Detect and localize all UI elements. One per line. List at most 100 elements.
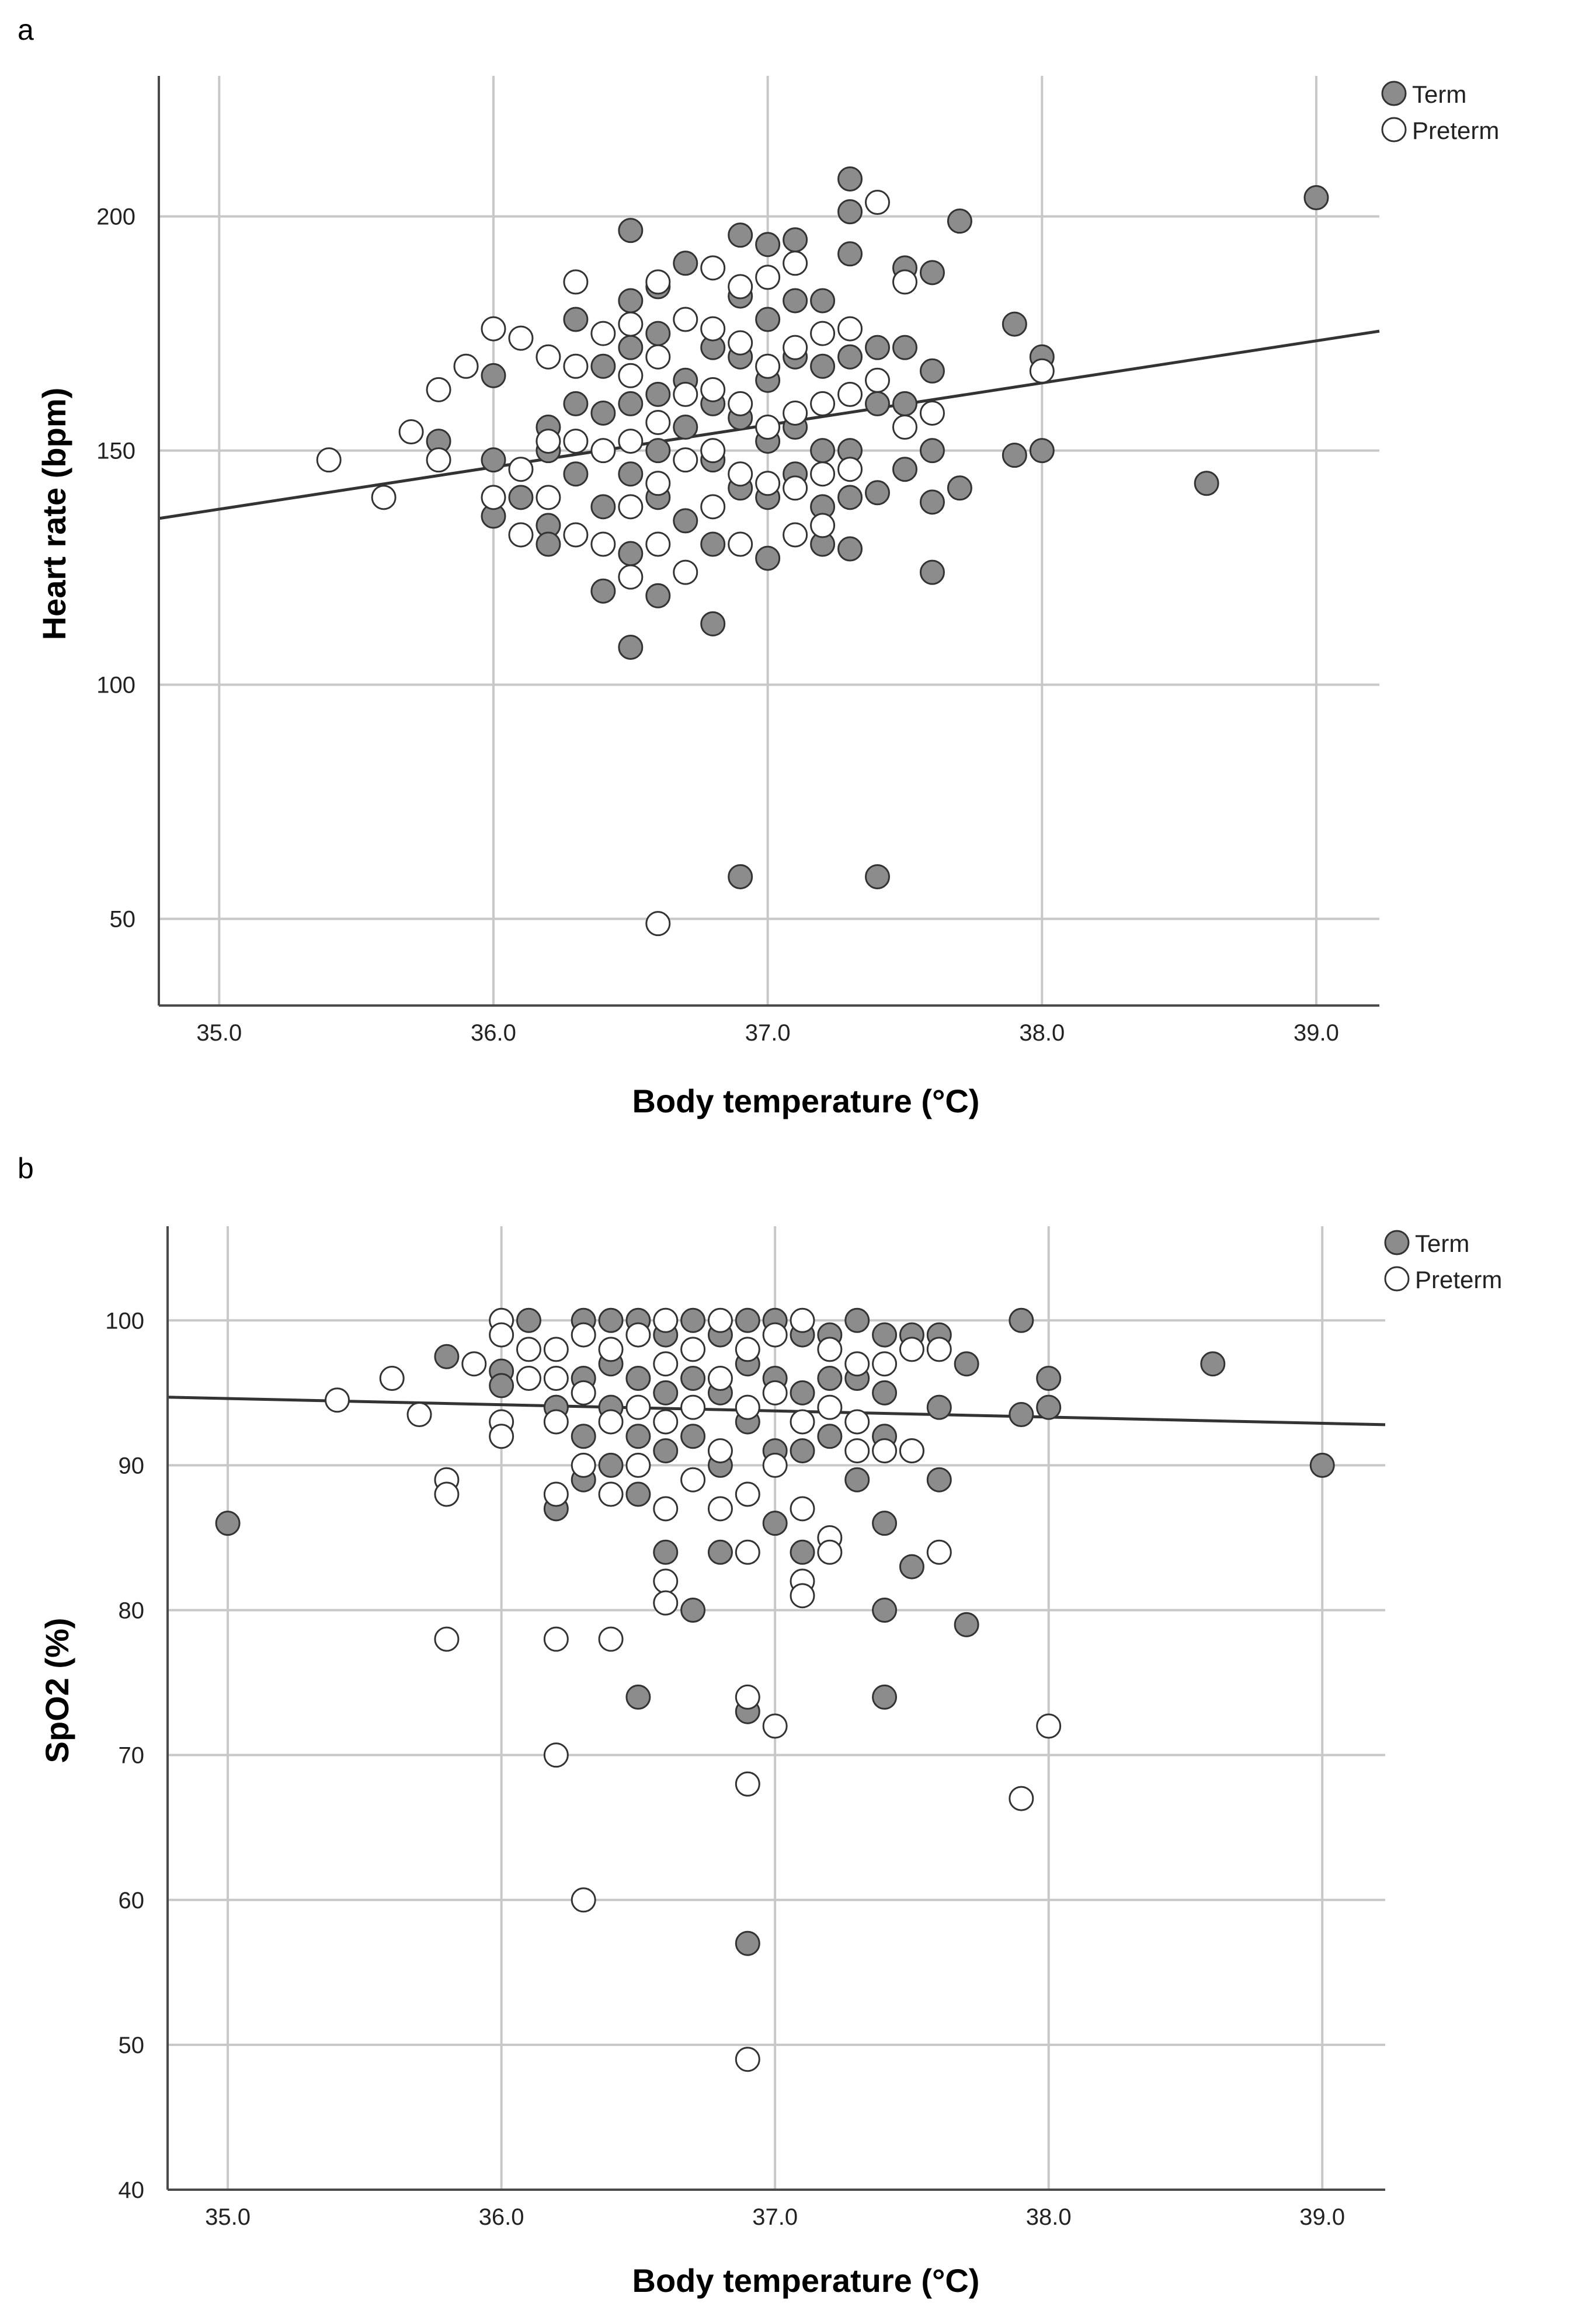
panel-a-tick-labels: 35.0 36.0 37.0 38.0 39.0 50 100 150 200: [96, 204, 1339, 1046]
preterm-point: [625, 1452, 651, 1478]
term-point: [954, 1612, 979, 1637]
term-point: [844, 1467, 870, 1492]
preterm-point: [680, 1394, 706, 1420]
term-point: [837, 344, 863, 370]
preterm-point: [810, 391, 836, 416]
legend-term-label: Term: [1415, 1230, 1469, 1257]
preterm-point: [653, 1409, 679, 1435]
preterm-point: [728, 274, 753, 300]
y-tick-label: 50: [119, 2033, 145, 2058]
preterm-point: [844, 1409, 870, 1435]
x-tick-label: 35.0: [205, 2204, 251, 2230]
term-point: [872, 1322, 898, 1348]
panel-a-letter: a: [18, 13, 34, 46]
term-point: [625, 1366, 651, 1391]
term-point: [728, 222, 753, 248]
legend-preterm-marker: [1381, 117, 1407, 142]
term-point: [598, 1307, 624, 1333]
preterm-point: [598, 1409, 624, 1435]
x-tick-label: 39.0: [1299, 2204, 1345, 2230]
term-point: [563, 391, 589, 416]
term-point: [590, 353, 616, 379]
panel-b-fit-line: [167, 1396, 1386, 1427]
preterm-point: [590, 321, 616, 346]
legend-preterm-label: Preterm: [1415, 1266, 1502, 1293]
preterm-point: [1029, 358, 1055, 384]
term-point: [653, 1438, 679, 1464]
term-point: [1029, 438, 1055, 464]
preterm-point: [700, 377, 726, 402]
legend-preterm-marker: [1384, 1266, 1410, 1292]
x-tick-label: 36.0: [471, 1020, 516, 1046]
preterm-point: [563, 429, 589, 454]
term-point: [673, 415, 698, 440]
term-point: [844, 1307, 870, 1333]
term-point: [680, 1366, 706, 1391]
panel-a-markers: [316, 166, 1329, 937]
term-point: [653, 1539, 679, 1565]
preterm-point: [571, 1322, 596, 1348]
preterm-point: [844, 1438, 870, 1464]
term-point: [645, 583, 671, 608]
preterm-point: [489, 1424, 514, 1449]
preterm-point: [680, 1467, 706, 1492]
term-point: [865, 391, 891, 416]
term-point: [1009, 1307, 1034, 1333]
preterm-point: [728, 531, 753, 557]
preterm-point: [426, 377, 451, 402]
term-point: [707, 1539, 733, 1565]
term-point: [645, 381, 671, 407]
preterm-point: [563, 269, 589, 295]
y-tick-label: 100: [105, 1308, 144, 1334]
term-point: [571, 1424, 596, 1449]
preterm-point: [707, 1307, 733, 1333]
preterm-point: [700, 316, 726, 342]
preterm-point: [516, 1366, 541, 1391]
y-tick-label: 50: [110, 907, 136, 933]
preterm-point: [865, 190, 891, 215]
term-point: [837, 166, 863, 192]
term-point: [700, 611, 726, 636]
term-point: [625, 1481, 651, 1507]
term-point: [926, 1394, 952, 1420]
term-point: [563, 461, 589, 487]
term-point: [618, 541, 644, 566]
preterm-point: [618, 429, 644, 454]
preterm-point: [1009, 1786, 1034, 1811]
preterm-point: [899, 1438, 924, 1464]
term-point: [790, 1380, 815, 1405]
preterm-point: [673, 559, 698, 585]
term-point: [618, 634, 644, 660]
preterm-point: [1036, 1713, 1062, 1739]
preterm-point: [653, 1496, 679, 1522]
term-point: [700, 531, 726, 557]
preterm-point: [872, 1351, 898, 1377]
y-tick-label: 100: [96, 673, 135, 698]
term-point: [755, 307, 781, 332]
term-point: [1002, 311, 1027, 337]
preterm-point: [673, 307, 698, 332]
term-point: [954, 1351, 979, 1377]
panel-b-markers: [215, 1307, 1335, 2072]
preterm-point: [783, 522, 808, 548]
term-point: [783, 288, 808, 314]
preterm-point: [728, 391, 753, 416]
preterm-point: [707, 1438, 733, 1464]
term-point: [919, 260, 945, 286]
y-tick-label: 80: [119, 1598, 145, 1624]
preterm-point: [618, 311, 644, 337]
legend-term-marker: [1381, 81, 1407, 106]
term-point: [590, 578, 616, 604]
preterm-point: [837, 316, 863, 342]
preterm-point: [481, 316, 506, 342]
x-tick-label: 38.0: [1026, 2204, 1072, 2230]
preterm-point: [618, 564, 644, 590]
preterm-point: [700, 438, 726, 464]
term-point: [618, 288, 644, 314]
term-point: [215, 1511, 241, 1536]
term-point: [892, 335, 917, 360]
panel-a-heart-rate: a 35.0 36.0 37.0 38.0 39.0 50 100 150 200 Body t…: [18, 13, 1499, 1119]
panel-b-x-axis-title: Body temperature (°C): [632, 2262, 980, 2299]
preterm-point: [536, 429, 561, 454]
